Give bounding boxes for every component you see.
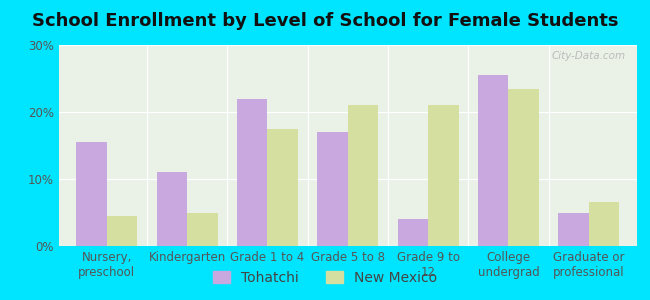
Bar — [558, 212, 589, 246]
Bar — [428, 105, 459, 246]
Text: School Enrollment by Level of School for Female Students: School Enrollment by Level of School for… — [32, 12, 618, 30]
Bar — [398, 219, 428, 246]
Bar — [267, 129, 298, 246]
Bar — [157, 172, 187, 246]
Bar — [107, 216, 137, 246]
Bar — [478, 75, 508, 246]
Bar — [508, 88, 539, 246]
Bar — [317, 132, 348, 246]
Text: City-Data.com: City-Data.com — [551, 51, 625, 61]
Bar — [76, 142, 107, 246]
Bar — [348, 105, 378, 246]
Bar — [237, 99, 267, 246]
Legend: Tohatchi, New Mexico: Tohatchi, New Mexico — [207, 265, 443, 290]
Bar — [187, 212, 218, 246]
Bar — [589, 202, 619, 246]
